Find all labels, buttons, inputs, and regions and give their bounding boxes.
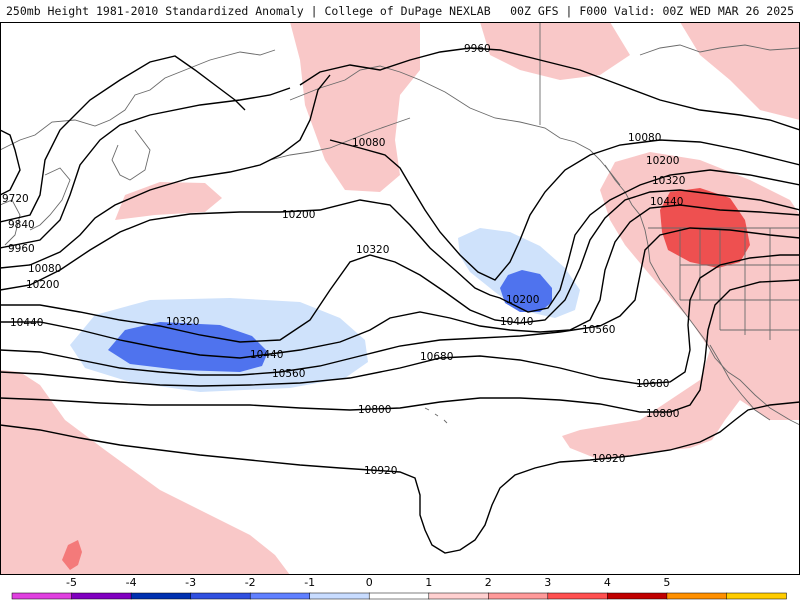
positive-anomaly-south-pacific (0, 370, 290, 575)
label-10800-east: 10800 (646, 408, 679, 420)
colorbar-segment (547, 592, 609, 600)
colorbar-tick-label: 4 (604, 576, 611, 589)
coastlines (0, 22, 800, 426)
label-10080-west: 10080 (28, 263, 61, 275)
colorbar-tick-label: 0 (366, 576, 373, 589)
colorbar-tick-label: 5 (663, 576, 670, 589)
strong-negative-anomaly-gulf-of-alaska (500, 270, 552, 312)
label-9720: 9720 (2, 193, 29, 205)
contour-labels: 9720 9840 9960 9960 10080 10080 10080 10… (2, 43, 685, 477)
korea-coast (0, 199, 21, 246)
us-west-coast (647, 244, 800, 426)
contour-10440 (0, 204, 800, 359)
colorbar-segment (11, 592, 73, 600)
asia-coast (0, 49, 276, 151)
strong-positive-anomaly-south (62, 540, 82, 570)
map-header: 250mb Height 1981-2010 Standardized Anom… (0, 0, 800, 22)
aleutian-islands (269, 117, 411, 161)
label-10440-gulf: 10440 (500, 316, 533, 328)
contour-10560 (0, 227, 800, 376)
label-10560-central: 10560 (272, 368, 305, 380)
colorbar-segment (666, 592, 728, 600)
label-10320-west: 10320 (166, 316, 199, 328)
label-10320-east: 10320 (652, 175, 685, 187)
contour-10080-west (0, 74, 331, 269)
colorbar-tick-label: 2 (485, 576, 492, 589)
colorbar-segments (11, 592, 787, 600)
contour-10920-main (0, 401, 800, 554)
colorbar-segment (607, 592, 668, 600)
state-borders (679, 228, 800, 340)
baja-coast (709, 344, 771, 421)
colorbar-segment (71, 592, 132, 600)
colorbar-segment (368, 592, 430, 600)
colorbar-segment (726, 592, 787, 600)
label-10080-east: 10080 (628, 132, 661, 144)
label-10080-bering: 10080 (352, 137, 385, 149)
label-10920-east: 10920 (592, 453, 625, 465)
label-9960-top: 9960 (464, 43, 491, 55)
height-contours (0, 47, 800, 554)
colorbar-tick-label: -3 (185, 576, 196, 589)
anomaly-map: 9720 9840 9960 9960 10080 10080 10080 10… (0, 22, 800, 575)
strong-negative-anomaly-central-pacific (108, 322, 268, 372)
colorbar-tick-label: -4 (126, 576, 137, 589)
model-valid-time: 00Z GFS | F000 Valid: 00Z WED MAR 26 202… (510, 4, 794, 18)
label-10200-west: 10200 (26, 279, 59, 291)
label-9840: 9840 (8, 219, 35, 231)
contour-10680 (0, 254, 800, 387)
alaska-coast (289, 65, 621, 186)
label-10200-low: 10200 (506, 294, 539, 306)
label-10200-east: 10200 (646, 155, 679, 167)
contour-10080-alaska (329, 139, 800, 281)
positive-anomaly-canada (680, 22, 800, 120)
kamchatka-coast (111, 129, 151, 181)
positive-anomaly-arctic (480, 22, 630, 80)
colorbar-segment (249, 592, 311, 600)
label-10800-central: 10800 (358, 404, 391, 416)
contour-10800 (0, 279, 800, 413)
label-10440-central: 10440 (250, 349, 283, 361)
arctic-coast (639, 44, 800, 56)
label-10680-east: 10680 (636, 378, 669, 390)
colorbar-tick-label: 1 (425, 576, 432, 589)
negative-anomaly-areas (70, 228, 580, 392)
contour-10200 (0, 169, 800, 313)
bc-coast (604, 164, 649, 246)
colorbar: -5 -4 -3 -2 -1 0 1 2 3 4 5 (11, 576, 787, 600)
colorbar-tick-label: -5 (66, 576, 77, 589)
colorbar-segment (309, 592, 370, 600)
contour-10320 (0, 189, 800, 343)
contour-9720 (0, 129, 21, 196)
map-title: 250mb Height 1981-2010 Standardized Anom… (6, 4, 491, 18)
colorbar-segment (488, 592, 549, 600)
colorbar-tick-labels: -5 -4 -3 -2 -1 0 1 2 3 4 5 (66, 576, 670, 589)
label-10440-east: 10440 (650, 196, 683, 208)
colorbar-tick-label: 3 (544, 576, 551, 589)
label-10560-east: 10560 (582, 324, 615, 336)
label-10320-mid: 10320 (356, 244, 389, 256)
colorbar-tick-label: -2 (245, 576, 256, 589)
colorbar-segment (190, 592, 251, 600)
label-10200-mid: 10200 (282, 209, 315, 221)
label-9960-west: 9960 (8, 243, 35, 255)
hawaii-islands (424, 407, 448, 424)
label-10920-central: 10920 (364, 465, 397, 477)
contour-9840 (0, 55, 246, 223)
contour-9960-top (299, 47, 800, 131)
colorbar-segment (130, 592, 192, 600)
colorbar-tick-label: -1 (304, 576, 315, 589)
label-10440-west: 10440 (10, 317, 43, 329)
japan-coast (29, 167, 71, 231)
positive-anomaly-asia (115, 182, 222, 220)
label-10680-central: 10680 (420, 351, 453, 363)
contour-9960-west (0, 87, 291, 249)
colorbar-segment (428, 592, 490, 600)
